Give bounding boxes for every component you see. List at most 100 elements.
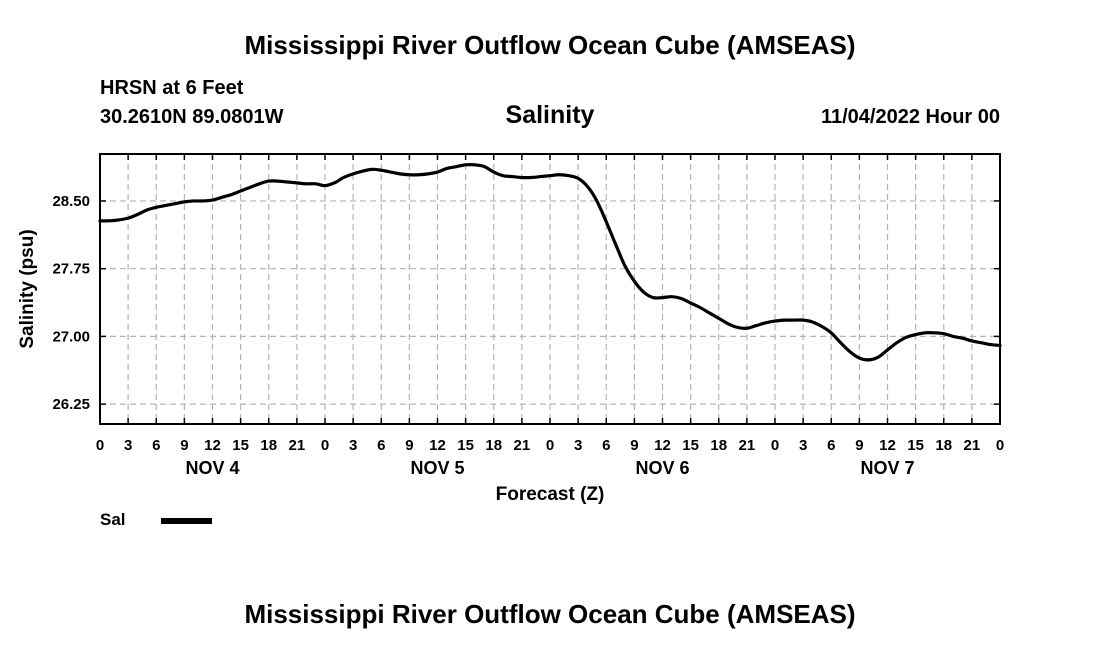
x-tick-label: 21 [739, 437, 756, 454]
day-label: NOV 6 [635, 458, 689, 478]
data-point [981, 342, 982, 343]
data-point [634, 281, 635, 282]
data-point [859, 357, 860, 358]
data-point [174, 203, 175, 204]
data-point [203, 200, 204, 201]
x-tick-label: 18 [710, 437, 727, 454]
data-point [165, 205, 166, 206]
data-point [578, 178, 579, 179]
data-point [353, 173, 354, 174]
x-tick-label: 9 [630, 437, 638, 454]
x-tick-label: 3 [799, 437, 807, 454]
data-point [390, 171, 391, 172]
data-point [784, 320, 785, 321]
data-point [549, 175, 550, 176]
data-point [118, 219, 119, 220]
data-point [128, 218, 129, 219]
x-tick-label: 0 [996, 437, 1004, 454]
data-point [943, 333, 944, 334]
data-point [831, 332, 832, 333]
data-point [259, 183, 260, 184]
data-point [249, 187, 250, 188]
x-tick-label: 3 [124, 437, 132, 454]
data-point [531, 177, 532, 178]
data-point [681, 298, 682, 299]
footer-title: Mississippi River Outflow Ocean Cube (AM… [244, 599, 856, 629]
data-point [437, 171, 438, 172]
data-point [924, 332, 925, 333]
data-point [343, 177, 344, 178]
data-point [409, 174, 410, 175]
x-tick-label: 21 [514, 437, 531, 454]
y-tick-label: 28.50 [52, 193, 90, 210]
data-point [887, 349, 888, 350]
data-point [840, 342, 841, 343]
data-point [896, 342, 897, 343]
data-point [146, 209, 147, 210]
legend-swatch [161, 518, 212, 524]
data-point [915, 334, 916, 335]
y-tick-label: 26.25 [52, 396, 90, 413]
data-point [521, 177, 522, 178]
data-point [756, 325, 757, 326]
data-point [193, 200, 194, 201]
x-tick-label: 0 [96, 437, 104, 454]
x-tick-label: 21 [964, 437, 981, 454]
x-tick-label: 3 [349, 437, 357, 454]
data-point [906, 337, 907, 338]
x-tick-label: 6 [602, 437, 610, 454]
x-tick-label: 15 [682, 437, 699, 454]
data-point [137, 214, 138, 215]
grid [100, 154, 1000, 424]
data-point [315, 183, 316, 184]
data-point [765, 322, 766, 323]
data-point [156, 207, 157, 208]
data-point [109, 220, 110, 221]
x-tick-label: 9 [405, 437, 413, 454]
data-point [540, 176, 541, 177]
data-point [643, 292, 644, 293]
data-point [728, 323, 729, 324]
forecast-datetime: 11/04/2022 Hour 00 [820, 106, 1000, 128]
data-point [268, 180, 269, 181]
x-tick-label: 3 [574, 437, 582, 454]
data-point [334, 182, 335, 183]
series-layer [98, 163, 1002, 362]
x-tick-label: 6 [152, 437, 160, 454]
data-point [934, 332, 935, 333]
data-point [465, 164, 466, 165]
data-point [240, 190, 241, 191]
data-point [221, 197, 222, 198]
y-tick-label: 27.75 [52, 261, 90, 278]
x-tick-label: 15 [457, 437, 474, 454]
y-tick-label: 27.00 [52, 328, 90, 345]
chart-title: Mississippi River Outflow Ocean Cube (AM… [244, 30, 856, 60]
data-point [803, 320, 804, 321]
day-label: NOV 7 [860, 458, 914, 478]
data-point [399, 173, 400, 174]
x-axis-label: Forecast (Z) [496, 484, 605, 505]
data-point [287, 181, 288, 182]
data-point [587, 186, 588, 187]
data-point [493, 171, 494, 172]
x-tick-label: 9 [180, 437, 188, 454]
data-point [962, 338, 963, 339]
data-point [184, 201, 185, 202]
axis-labels: 0 3 6 9 12 15 18 21 0 3 6 9 12 15 18 21 0 3 6 9 12 15 18 21 0 3 6 9… [52, 193, 1004, 478]
data-point [821, 326, 822, 327]
data-point [474, 164, 475, 165]
x-tick-label: 6 [827, 437, 835, 454]
data-point [746, 328, 747, 329]
data-point [615, 244, 616, 245]
data-point [362, 171, 363, 172]
data-point [418, 174, 419, 175]
data-point [559, 174, 560, 175]
legend-label: Sal [100, 510, 126, 529]
data-point [953, 336, 954, 337]
data-point [212, 199, 213, 200]
data-point [296, 182, 297, 183]
data-point [456, 166, 457, 167]
x-tick-label: 18 [935, 437, 952, 454]
data-point [231, 194, 232, 195]
